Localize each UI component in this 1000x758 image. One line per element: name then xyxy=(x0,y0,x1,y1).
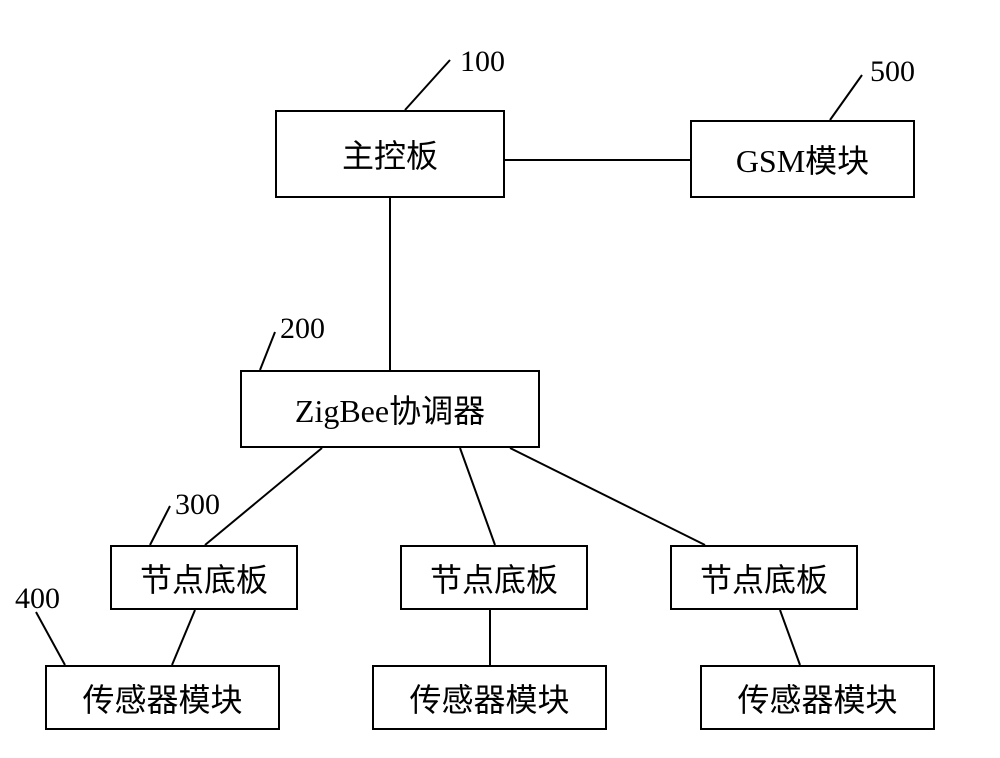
edge-12 xyxy=(36,612,65,665)
edge-5 xyxy=(172,610,195,665)
node-label: 节点底板 xyxy=(140,555,268,601)
node-main_board: 主控板 xyxy=(275,110,505,198)
edge-2 xyxy=(205,448,322,545)
node-label: 节点底板 xyxy=(700,555,828,601)
node-label: 传感器模块 xyxy=(82,675,242,721)
edge-11 xyxy=(150,506,170,545)
ref-label-l400: 400 xyxy=(15,582,60,616)
edge-10 xyxy=(260,332,275,370)
node-sensor_1: 传感器模块 xyxy=(45,665,280,730)
node-node_board_3: 节点底板 xyxy=(670,545,858,610)
node-node_board_1: 节点底板 xyxy=(110,545,298,610)
edge-7 xyxy=(780,610,800,665)
node-label: 主控板 xyxy=(342,131,438,177)
ref-label-l200: 200 xyxy=(280,312,325,346)
ref-label-l500: 500 xyxy=(870,55,915,89)
node-sensor_2: 传感器模块 xyxy=(372,665,607,730)
ref-label-l100: 100 xyxy=(460,45,505,79)
edge-4 xyxy=(510,448,705,545)
diagram-canvas: 主控板 GSM模块 ZigBee协调器节点底板 节点底板 节点底板传感器模块 传感器模块 传… xyxy=(0,0,1000,758)
edge-3 xyxy=(460,448,495,545)
node-label: 传感器模块 xyxy=(409,675,569,721)
node-sensor_3: 传感器模块 xyxy=(700,665,935,730)
node-label: ZigBee协调器 xyxy=(295,386,485,432)
node-label: 传感器模块 xyxy=(737,675,897,721)
ref-label-l300: 300 xyxy=(175,488,220,522)
edge-9 xyxy=(830,75,862,120)
node-label: GSM模块 xyxy=(736,136,869,182)
node-coordinator: ZigBee协调器 xyxy=(240,370,540,448)
node-gsm: GSM模块 xyxy=(690,120,915,198)
node-label: 节点底板 xyxy=(430,555,558,601)
edge-8 xyxy=(405,60,450,110)
node-node_board_2: 节点底板 xyxy=(400,545,588,610)
